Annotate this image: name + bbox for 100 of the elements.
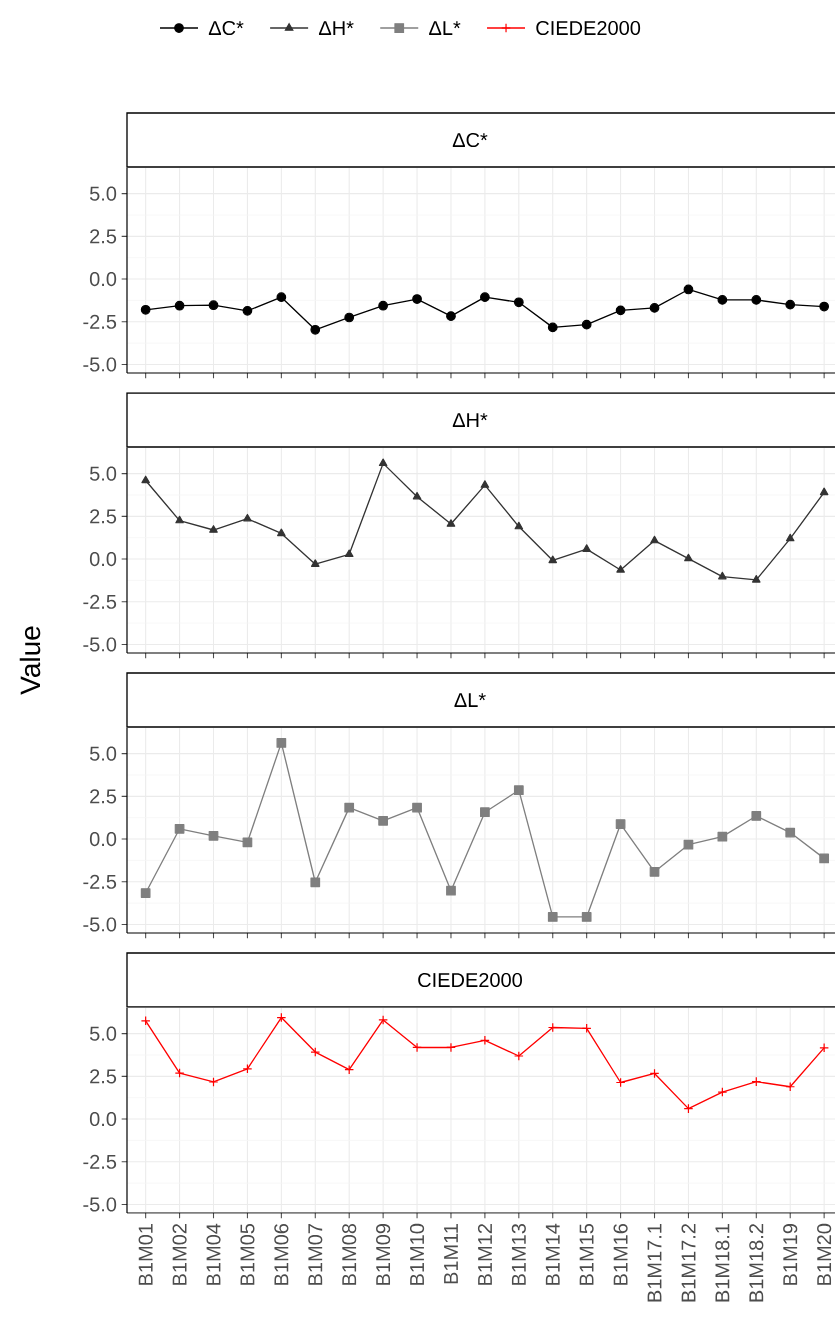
- point: [480, 1035, 490, 1046]
- point: [683, 284, 694, 295]
- chart-title: ΔL*: [454, 693, 486, 707]
- point: [344, 802, 355, 813]
- point: [310, 559, 320, 567]
- x-tick-label: B1M11: [444, 1224, 458, 1284]
- point: [615, 819, 626, 829]
- point: [277, 528, 286, 537]
- point: [616, 565, 625, 573]
- y-tick-label: -2.5: [83, 874, 117, 889]
- point: [378, 458, 388, 467]
- point: [514, 521, 524, 530]
- x-tick-label: B1M20: [817, 1223, 832, 1285]
- point: [310, 1047, 321, 1057]
- point: [547, 912, 558, 922]
- point: [446, 1042, 456, 1053]
- point: [310, 324, 321, 335]
- point: [480, 807, 490, 818]
- point: [684, 553, 693, 562]
- point: [208, 830, 219, 841]
- y-tick-label: 0.0: [89, 831, 117, 847]
- point: [243, 513, 252, 522]
- y-tick-label: 0.0: [89, 551, 117, 567]
- x-tick-label: B1M09: [376, 1224, 391, 1285]
- y-tick-label: -2.5: [83, 594, 117, 609]
- point: [819, 301, 830, 312]
- y-tick-label: -2.5: [83, 314, 117, 329]
- point: [718, 571, 727, 580]
- point: [513, 297, 524, 308]
- point: [480, 480, 490, 488]
- x-tick-label: B1M14: [545, 1223, 560, 1285]
- point: [412, 491, 422, 500]
- legend-label: ΔH*: [318, 21, 354, 35]
- x-tick-label: B1M05: [240, 1223, 255, 1285]
- point: [208, 300, 219, 311]
- point: [276, 738, 287, 748]
- point: [717, 295, 728, 305]
- point: [209, 525, 218, 533]
- point: [819, 487, 829, 496]
- point: [582, 544, 591, 552]
- y-tick-label: -5.0: [83, 1197, 117, 1212]
- point: [378, 300, 388, 311]
- x-tick-label: B1M12: [477, 1224, 492, 1285]
- point: [174, 823, 185, 834]
- point: [344, 312, 355, 323]
- point: [276, 292, 287, 303]
- point: [581, 319, 592, 330]
- y-tick-label: -5.0: [83, 917, 117, 932]
- point: [751, 811, 762, 821]
- point: [412, 1042, 422, 1053]
- point: [649, 866, 660, 877]
- point: [785, 827, 796, 838]
- x-tick-label: B1M10: [409, 1223, 425, 1285]
- y-tick-label: 5.0: [89, 746, 117, 761]
- point: [683, 839, 694, 850]
- point: [242, 837, 253, 848]
- x-tick-label: B1M06: [274, 1223, 289, 1285]
- y-tick-label: -2.5: [83, 1154, 117, 1169]
- y-tick-label: 0.0: [89, 271, 117, 287]
- x-tick-label: B1M17.2: [681, 1224, 696, 1302]
- point: [140, 888, 151, 898]
- point: [650, 535, 659, 544]
- y-tick-label: 0.0: [89, 1111, 117, 1127]
- point: [175, 515, 184, 524]
- point: [140, 304, 151, 315]
- x-tick-label: B1M08: [342, 1223, 357, 1285]
- point: [751, 295, 762, 305]
- x-tick-label: B1M16: [613, 1223, 628, 1285]
- point: [208, 1077, 219, 1087]
- point: [378, 1015, 388, 1025]
- point: [717, 1087, 728, 1097]
- point: [141, 475, 150, 484]
- point: [412, 802, 422, 813]
- chart-title: CIEDE2000: [418, 972, 522, 988]
- x-tick-label: B1M19: [783, 1224, 798, 1285]
- x-tick-label: B1M04: [206, 1223, 221, 1285]
- x-tick-label: B1M18.2: [749, 1224, 764, 1302]
- legend-label: ΔC*: [208, 20, 244, 36]
- point: [819, 1042, 830, 1053]
- x-tick-label: B1M15: [579, 1223, 594, 1285]
- point: [412, 294, 422, 304]
- point: [751, 575, 761, 583]
- x-tick-label: B1M18.1: [715, 1224, 730, 1302]
- chart-title: ΔH*: [452, 413, 488, 427]
- legend-label: CIEDE2000: [536, 20, 641, 36]
- point: [717, 831, 728, 842]
- point: [615, 305, 626, 316]
- point: [174, 300, 185, 311]
- x-tick-label: B1M07: [308, 1224, 323, 1285]
- y-tick-label: -5.0: [83, 357, 117, 372]
- y-tick-label: -5.0: [83, 637, 117, 652]
- y-tick-label: 2.5: [90, 229, 117, 244]
- y-tick-label: 5.0: [89, 186, 117, 201]
- point: [785, 299, 796, 310]
- y-tick-label: 2.5: [90, 509, 117, 524]
- point: [649, 303, 660, 313]
- chart-title: ΔC*: [452, 132, 488, 148]
- point: [242, 305, 253, 316]
- point: [785, 533, 795, 542]
- x-tick-label: B1M17.1: [647, 1224, 662, 1302]
